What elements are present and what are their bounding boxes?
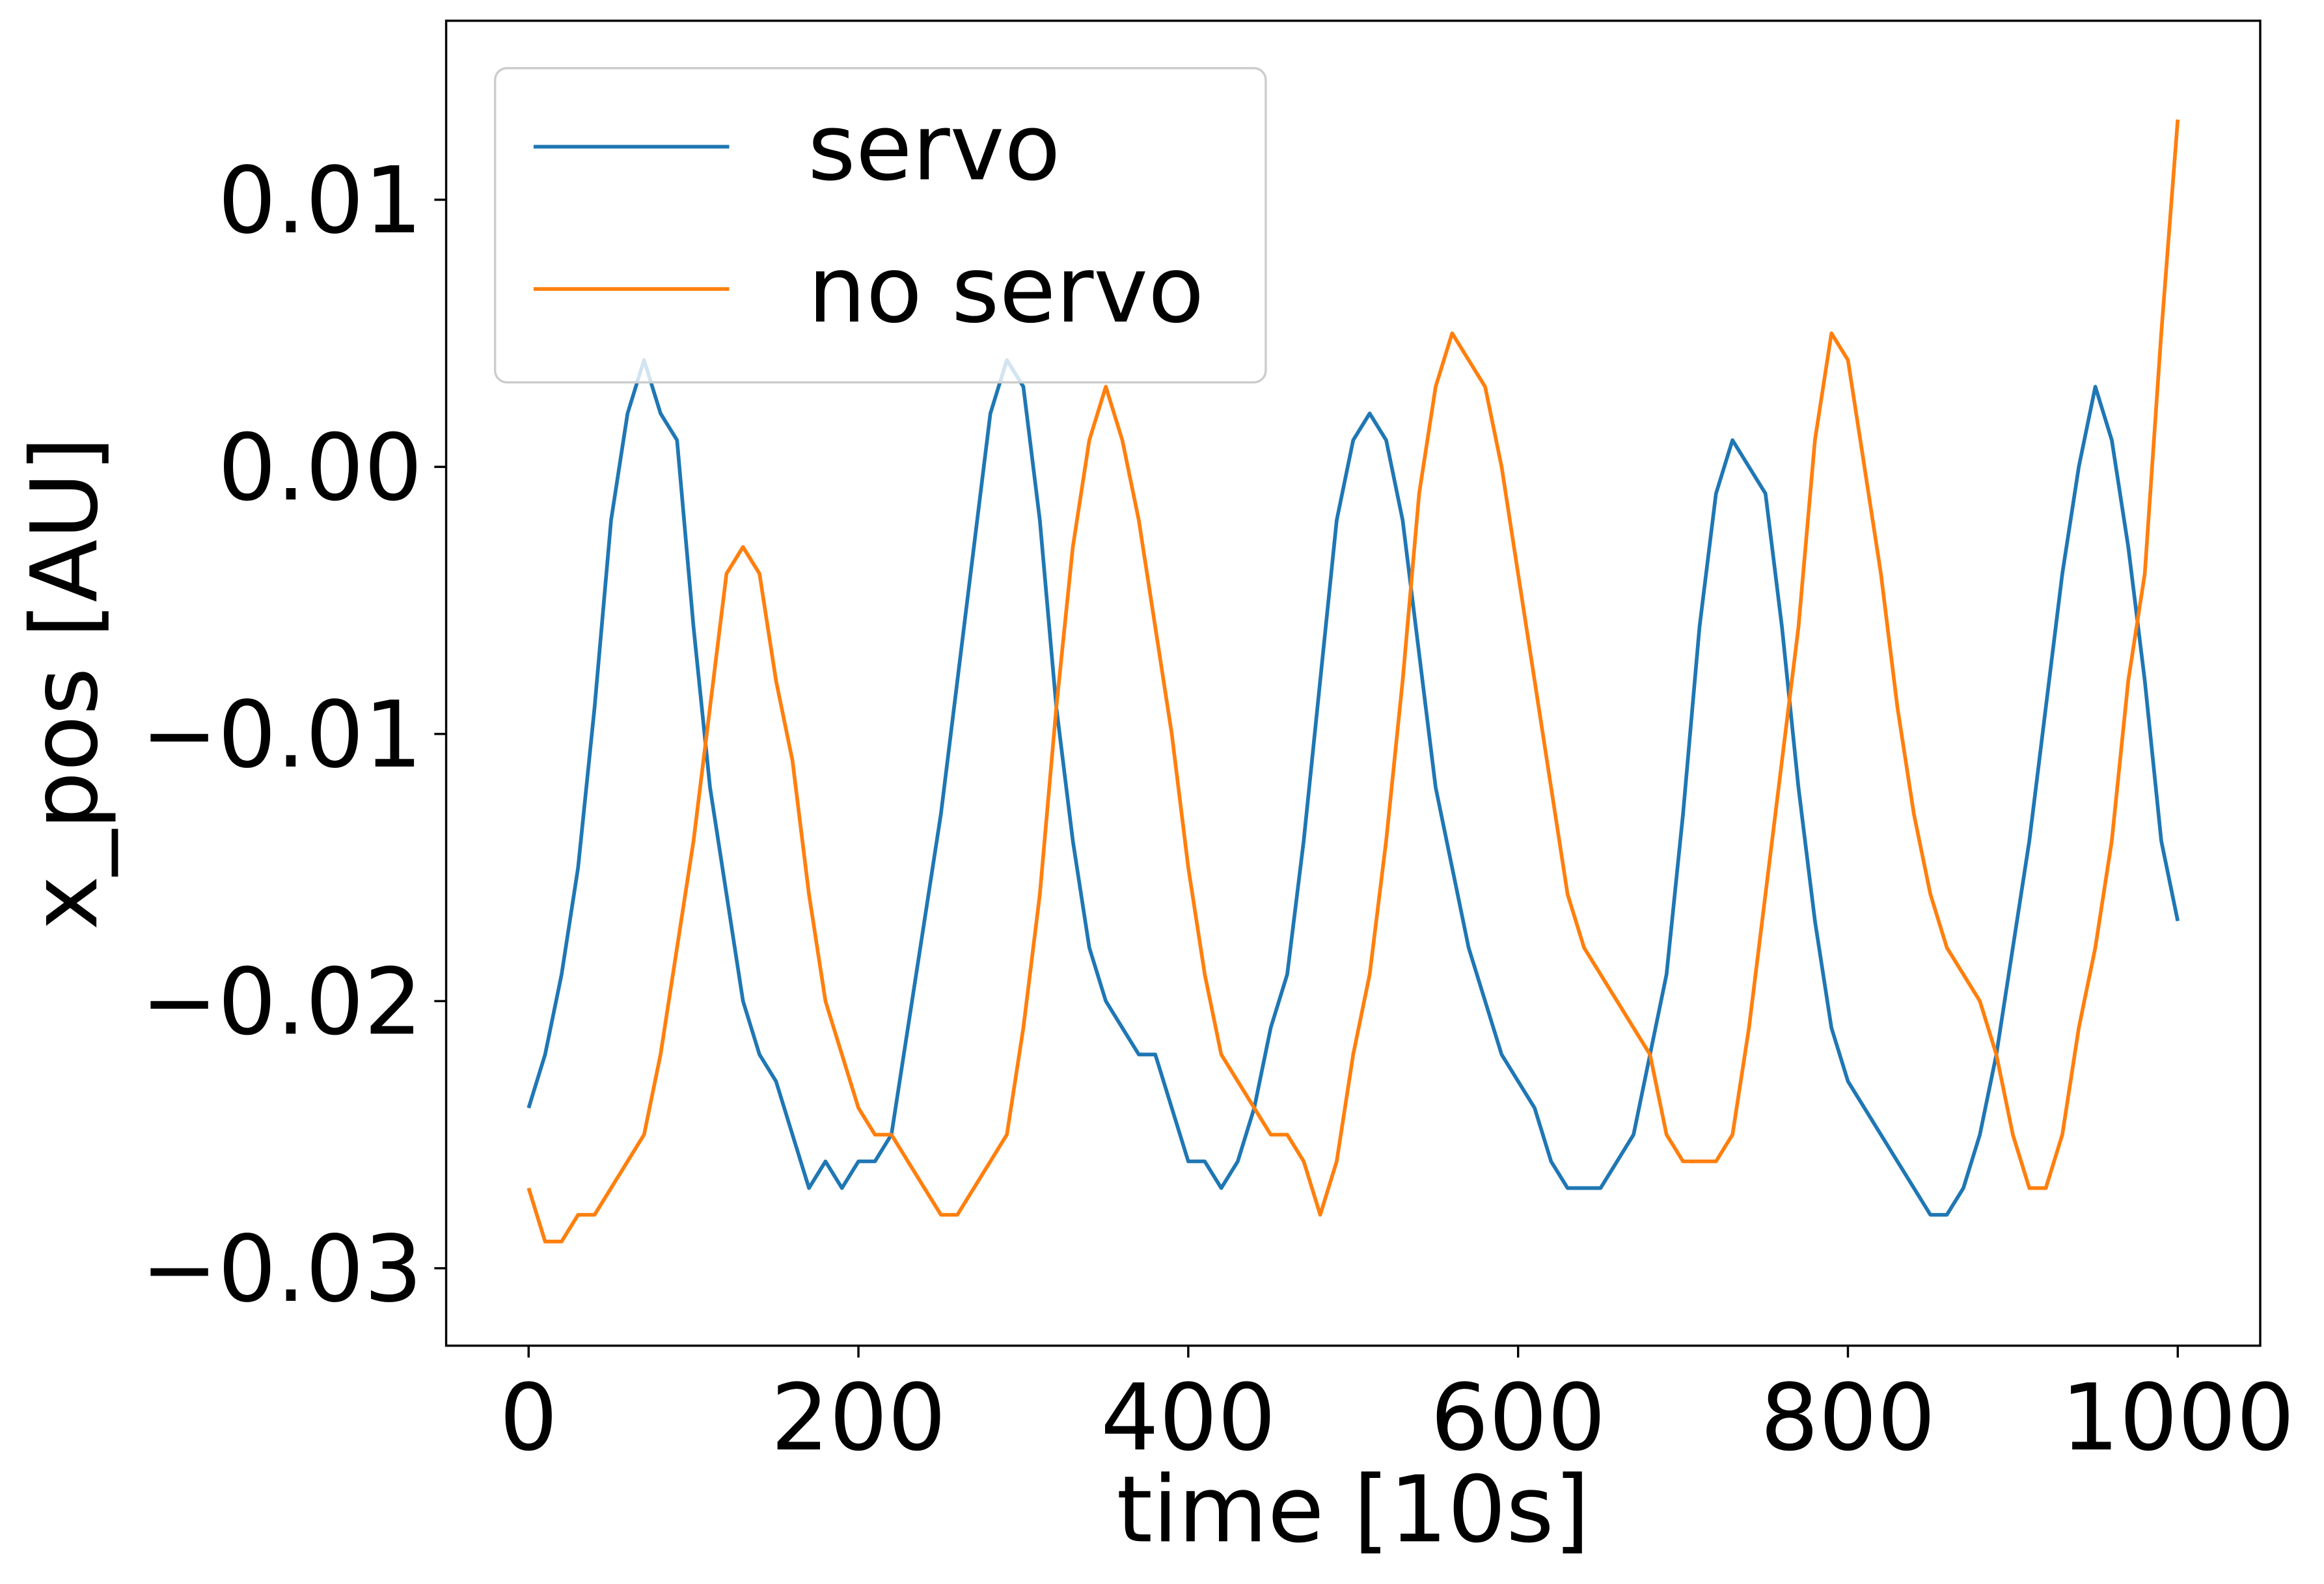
x-tick-label: 0	[499, 1365, 558, 1471]
y-tick-label: −0.03	[141, 1216, 422, 1323]
x-tick-label: 600	[1430, 1365, 1606, 1471]
legend-label: no servo	[808, 237, 1204, 344]
y-tick-label: 0.01	[218, 148, 422, 254]
x-tick-label: 200	[771, 1365, 946, 1471]
x-tick-label: 400	[1100, 1365, 1276, 1471]
y-axis-label: x_pos [AU]	[12, 437, 118, 931]
legend-label: servo	[808, 95, 1060, 202]
y-tick-label: 0.00	[218, 415, 422, 521]
series-line	[526, 358, 2180, 1217]
x-tick-label: 800	[1760, 1365, 1935, 1471]
plot-frame	[444, 20, 2262, 1347]
y-tick-label: −0.02	[141, 949, 422, 1056]
series-line	[526, 119, 2180, 1244]
x-axis-label: time [10s]	[1117, 1456, 1590, 1563]
x-tick-label: 1000	[2061, 1365, 2295, 1471]
y-tick-label: −0.01	[141, 682, 422, 789]
legend: servo no servo	[493, 67, 1267, 384]
